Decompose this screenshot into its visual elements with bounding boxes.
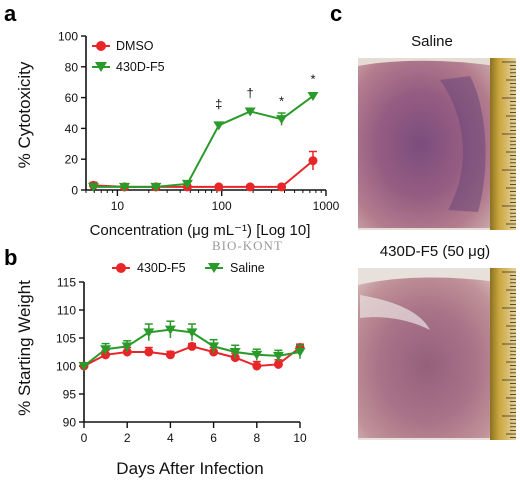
legend-label-saline-b: Saline <box>230 261 265 275</box>
panel-letter-a: a <box>4 1 17 26</box>
chart-b: 430D-F5 Saline % Starting Weight Days Af… <box>15 261 307 478</box>
x-tick-label: 100 <box>212 199 232 213</box>
data-point <box>144 347 154 357</box>
data-point <box>119 182 131 192</box>
data-point <box>214 182 224 192</box>
data-point <box>208 342 220 352</box>
ruler-1-ticks <box>502 61 516 229</box>
data-point <box>251 350 263 360</box>
data-point <box>165 350 175 360</box>
chart-b-y-label: % Starting Weight <box>15 280 34 416</box>
significance-marker: * <box>310 72 315 87</box>
x-tick-label: 10 <box>111 199 125 213</box>
y-tick-label: 110 <box>57 304 76 318</box>
data-point <box>307 92 319 102</box>
data-point <box>187 341 197 351</box>
y-tick-label: 100 <box>58 30 78 44</box>
chart-a-legend: DMSO 430D-F5 <box>92 39 165 74</box>
x-tick-label: 6 <box>210 431 217 445</box>
legend-label-430d-f5-b: 430D-F5 <box>137 261 186 275</box>
y-tick-label: 90 <box>63 416 77 430</box>
data-point <box>244 107 256 117</box>
data-point <box>164 325 176 335</box>
x-tick-label: 0 <box>81 431 88 445</box>
data-point <box>213 121 225 131</box>
significance-marker: * <box>279 93 284 108</box>
data-point <box>294 348 306 357</box>
y-tick-label: 60 <box>65 91 79 105</box>
y-tick-label: 95 <box>63 388 77 402</box>
data-point <box>186 328 198 338</box>
series-saline <box>78 320 306 371</box>
series-line-430d-f5 <box>93 95 314 188</box>
y-tick-label: 80 <box>65 60 79 74</box>
photo-panel: Saline 430D-F5 (50 μg) <box>358 33 516 440</box>
data-point <box>272 351 284 361</box>
y-tick-label: 40 <box>65 122 79 136</box>
ruler-2-ticks <box>502 271 516 439</box>
panel-letter-b: b <box>4 245 17 270</box>
data-point <box>150 182 162 192</box>
x-tick-label: 2 <box>124 431 131 445</box>
photo-saline <box>358 58 516 230</box>
photo-label-saline: Saline <box>411 33 453 50</box>
data-point <box>252 361 262 371</box>
data-point <box>229 348 241 357</box>
data-point <box>277 182 287 192</box>
x-tick-label: 4 <box>167 431 174 445</box>
legend-marker-dmso <box>96 41 106 51</box>
chart-b-legend: 430D-F5 Saline <box>112 261 265 275</box>
chart-a-y-label: % Cytotoxicity <box>15 61 34 168</box>
legend-label-dmso: DMSO <box>116 39 154 53</box>
series-430d-f5 <box>87 92 319 192</box>
y-tick-label: 105 <box>56 332 76 346</box>
legend-label-430d-f5: 430D-F5 <box>116 60 165 74</box>
legend-marker-saline-b <box>208 263 220 273</box>
data-point <box>100 345 112 355</box>
y-tick-label: 0 <box>71 184 78 198</box>
data-point <box>308 156 318 166</box>
data-point <box>121 342 133 352</box>
data-point <box>181 179 193 189</box>
data-point <box>87 182 99 192</box>
legend-marker-430d-f5 <box>95 62 107 72</box>
chart-a-x-label: Concentration (μg mL⁻¹) [Log 10] <box>90 222 311 239</box>
data-point <box>143 328 155 338</box>
y-tick-label: 20 <box>65 153 79 167</box>
y-tick-label: 100 <box>56 360 76 374</box>
significance-marker: † <box>247 86 254 101</box>
watermark: BIO-KONT <box>212 238 283 253</box>
photo-label-430d-f5: 430D-F5 (50 μg) <box>380 243 490 260</box>
photo-430d-f5 <box>358 268 516 440</box>
data-point <box>273 359 283 369</box>
significance-marker: ‡ <box>215 96 222 111</box>
data-point <box>245 182 255 192</box>
chart-b-x-label: Days After Infection <box>116 459 263 478</box>
data-point <box>276 115 288 125</box>
y-tick-label: 115 <box>57 276 76 290</box>
panel-letter-c: c <box>330 1 342 26</box>
legend-marker-430d-f5-b <box>116 263 126 273</box>
data-point <box>78 362 90 371</box>
ruler-2 <box>490 268 516 440</box>
x-tick-label: 10 <box>293 431 307 445</box>
chart-a: DMSO 430D-F5 % Cytotoxicity Concentratio… <box>15 30 340 240</box>
x-tick-label: 1000 <box>313 199 340 213</box>
x-tick-label: 8 <box>253 431 260 445</box>
ruler-1 <box>490 58 516 230</box>
